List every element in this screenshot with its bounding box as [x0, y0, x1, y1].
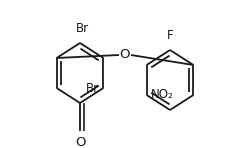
- Text: Br: Br: [86, 82, 99, 95]
- Text: O: O: [76, 136, 86, 148]
- Text: NO₂: NO₂: [151, 89, 173, 102]
- Text: O: O: [120, 49, 130, 62]
- Text: F: F: [167, 29, 173, 42]
- Text: Br: Br: [76, 22, 89, 35]
